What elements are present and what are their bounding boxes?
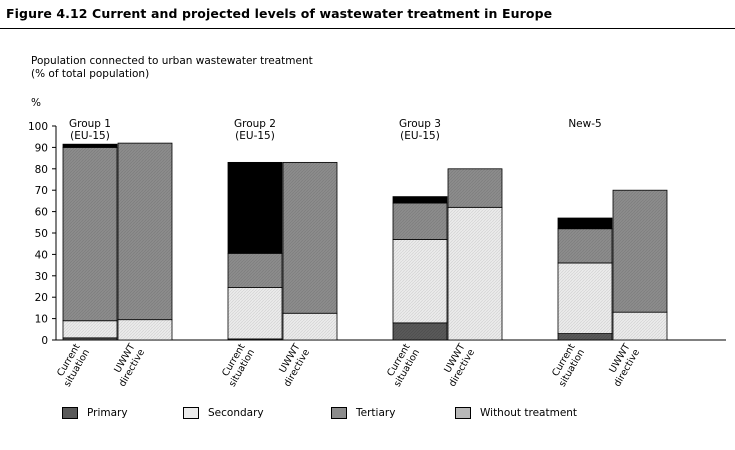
group-label-sub: (EU-15)	[400, 130, 440, 142]
bar-segment-without-treatment	[62, 143, 118, 148]
legend-swatch	[62, 407, 78, 419]
bar-segment-tertiary	[117, 142, 173, 321]
bar-segment-secondary	[227, 287, 283, 340]
bar-segment-primary	[392, 322, 448, 341]
bar-segment-tertiary	[392, 202, 448, 240]
bar-segment-without-treatment	[557, 217, 613, 230]
legend-item-primary: Primary	[62, 406, 128, 420]
bar-segment-secondary	[62, 320, 118, 339]
legend-label: Primary	[87, 407, 128, 419]
y-tick-label: 20	[35, 292, 48, 304]
y-tick-label: 90	[35, 142, 48, 154]
y-tick-label: 70	[35, 185, 48, 197]
legend-label: Without treatment	[480, 407, 578, 419]
bar-segment-secondary	[557, 262, 613, 334]
group-label: Group 2	[234, 118, 276, 130]
y-tick-label: 0	[41, 335, 48, 347]
legend-swatch	[331, 407, 347, 419]
chart-subtitle-line-1: Population connected to urban wastewater…	[31, 55, 313, 67]
bar-segment-without-treatment	[392, 196, 448, 204]
bar-segment-tertiary	[62, 146, 118, 322]
title-rule	[0, 28, 735, 29]
y-tick-label: 80	[35, 164, 48, 176]
y-axis-unit-label: %	[31, 97, 41, 109]
bar-segment-secondary	[282, 312, 338, 341]
bar-segment-tertiary	[612, 189, 668, 313]
y-tick-label: 40	[35, 249, 48, 261]
bar-segment-secondary	[117, 319, 173, 341]
bar-segment-tertiary	[227, 252, 283, 288]
bar-segment-secondary	[612, 311, 668, 341]
y-tick-label: 60	[35, 207, 48, 219]
bar-segment-primary	[557, 333, 613, 341]
legend-swatch	[183, 407, 199, 419]
y-tick-label: 30	[35, 271, 48, 283]
bar-segment-secondary	[392, 239, 448, 324]
legend-label: Tertiary	[356, 407, 396, 419]
bar-segment-secondary	[447, 206, 503, 341]
group-label: New-5	[568, 118, 601, 130]
group-label: Group 1	[69, 118, 111, 130]
legend-item-secondary: Secondary	[183, 406, 264, 420]
group-label: Group 3	[399, 118, 441, 130]
legend-label: Secondary	[208, 407, 264, 419]
bars-layer	[62, 142, 668, 341]
group-label-sub: (EU-15)	[70, 130, 110, 142]
bar-segment-without-treatment	[227, 161, 283, 254]
legend-item-tertiary: Tertiary	[331, 406, 395, 420]
bar-segment-tertiary	[447, 168, 503, 208]
legend-item-without-treatment: Without treatment	[455, 406, 577, 420]
y-tick-label: 50	[35, 228, 48, 240]
y-tick-label: 100	[28, 121, 48, 133]
bar-segment-tertiary	[557, 228, 613, 264]
figure-title: Figure 4.12 Current and projected levels…	[6, 6, 553, 21]
chart-subtitle-line-2: (% of total population)	[31, 68, 150, 80]
legend-swatch	[455, 407, 471, 419]
group-label-sub: (EU-15)	[235, 130, 275, 142]
y-tick-label: 10	[35, 314, 48, 326]
axes-layer: 0 10 20 30 40 50 60 70 80 90 100	[28, 121, 726, 347]
bar-segment-tertiary	[282, 161, 338, 314]
